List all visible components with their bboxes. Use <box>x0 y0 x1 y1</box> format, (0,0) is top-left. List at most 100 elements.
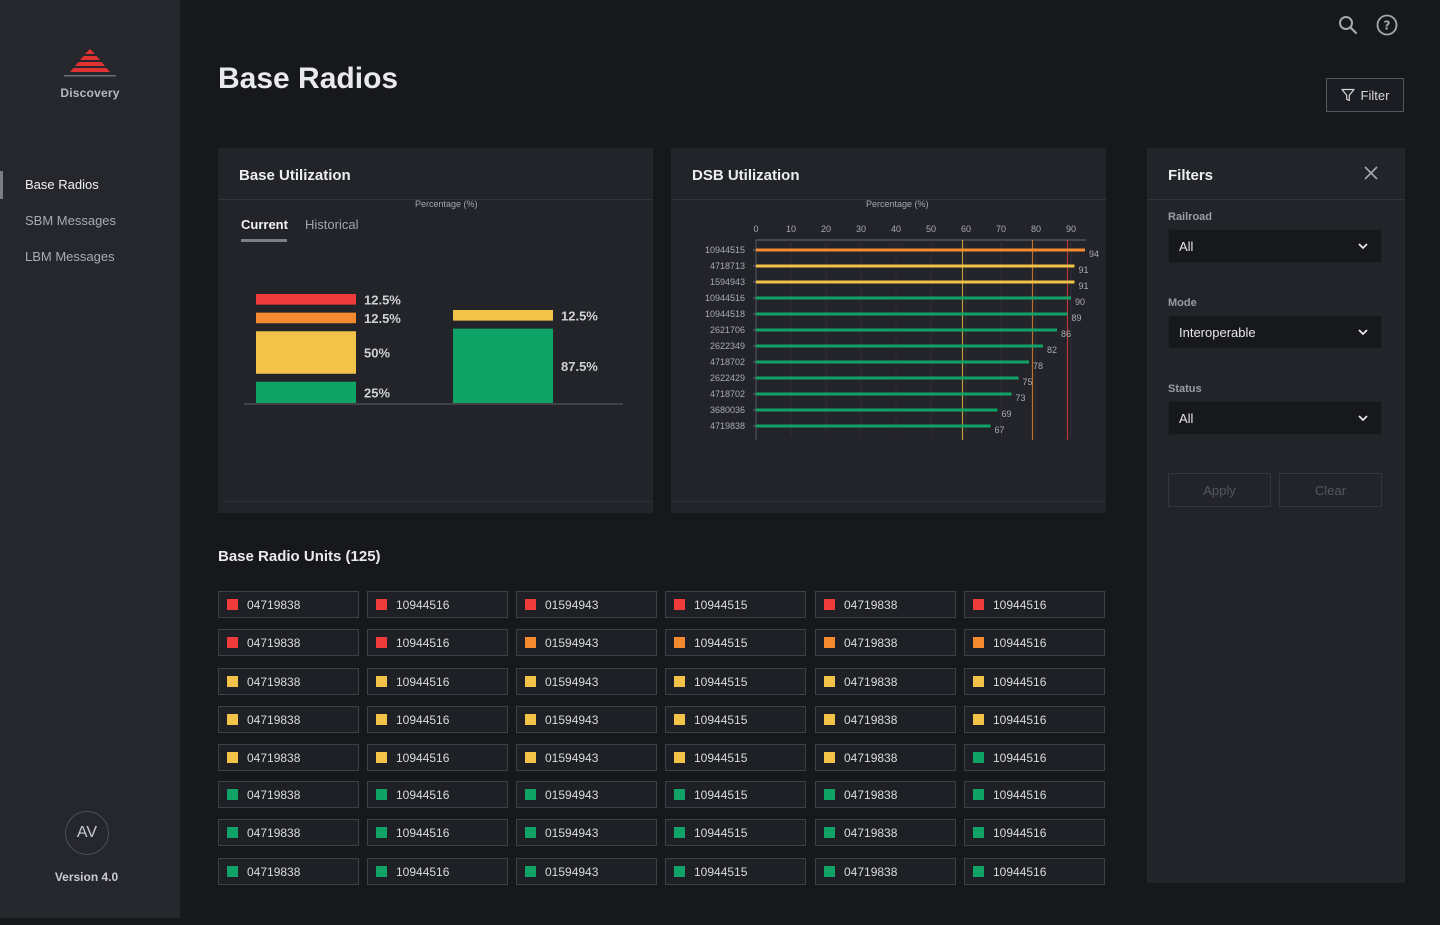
unit-tile[interactable]: 10944515 <box>665 819 806 846</box>
close-icon[interactable] <box>1363 165 1379 181</box>
unit-tile[interactable]: 10944516 <box>367 781 508 808</box>
unit-tile[interactable]: 10944515 <box>665 668 806 695</box>
unit-tile[interactable]: 10944516 <box>964 858 1105 885</box>
railroad-select[interactable]: All <box>1168 229 1382 263</box>
mode-label: Mode <box>1168 297 1197 309</box>
sidebar-item-base-radios[interactable]: Base Radios <box>0 170 180 206</box>
unit-tile[interactable]: 04719838 <box>218 858 359 885</box>
unit-tile[interactable]: 04719838 <box>218 706 359 733</box>
unit-tile[interactable]: 01594943 <box>516 781 657 808</box>
unit-tile[interactable]: 01594943 <box>516 858 657 885</box>
dsb-bar <box>756 264 1075 268</box>
unit-tile[interactable]: 01594943 <box>516 819 657 846</box>
dsb-x-tick-label: 70 <box>996 224 1006 234</box>
unit-tile[interactable]: 04719838 <box>815 819 956 846</box>
sidebar-item-lbm-messages[interactable]: LBM Messages <box>25 249 115 264</box>
bar-segment <box>256 294 356 305</box>
unit-tile[interactable]: 10944515 <box>665 706 806 733</box>
dsb-category-label: 4718702 <box>710 357 745 367</box>
sidebar-item-sbm-messages[interactable]: SBM Messages <box>25 213 117 228</box>
tab-current[interactable]: Current <box>241 217 288 232</box>
filter-button-label: Filter <box>1360 87 1390 103</box>
unit-tile[interactable]: 04719838 <box>815 668 956 695</box>
unit-tile[interactable]: 04719838 <box>815 744 956 771</box>
unit-tile[interactable]: 10944516 <box>964 668 1105 695</box>
status-indicator <box>525 676 536 687</box>
clear-button[interactable]: Clear <box>1279 473 1382 507</box>
panel-divider <box>671 199 1106 200</box>
dsb-bar-value-label: 78 <box>1033 361 1043 371</box>
unit-tile[interactable]: 10944516 <box>367 744 508 771</box>
unit-tile[interactable]: 01594943 <box>516 706 657 733</box>
unit-tile[interactable]: 04719838 <box>218 629 359 656</box>
dsb-x-tick-label: 10 <box>786 224 796 234</box>
unit-tile[interactable]: 01594943 <box>516 744 657 771</box>
unit-tile[interactable]: 04719838 <box>815 858 956 885</box>
status-indicator <box>824 752 835 763</box>
status-indicator <box>674 827 685 838</box>
unit-tile[interactable]: 10944515 <box>665 591 806 618</box>
unit-tile[interactable]: 04719838 <box>218 819 359 846</box>
unit-tile[interactable]: 04719838 <box>218 591 359 618</box>
unit-tile[interactable]: 04719838 <box>218 744 359 771</box>
status-select-value: All <box>1179 410 1194 426</box>
unit-id: 04719838 <box>844 787 898 802</box>
unit-tile[interactable]: 10944516 <box>964 819 1105 846</box>
apply-button[interactable]: Apply <box>1168 473 1271 507</box>
unit-tile[interactable]: 10944515 <box>665 781 806 808</box>
unit-tile[interactable]: 04719838 <box>218 668 359 695</box>
status-indicator <box>973 827 984 838</box>
avatar[interactable]: AV <box>65 811 109 855</box>
unit-tile[interactable]: 01594943 <box>516 629 657 656</box>
brand-name: Discovery <box>60 86 120 100</box>
unit-tile[interactable]: 01594943 <box>516 591 657 618</box>
unit-tile[interactable]: 04719838 <box>815 781 956 808</box>
unit-tile[interactable]: 10944516 <box>367 668 508 695</box>
unit-tile[interactable]: 10944516 <box>964 629 1105 656</box>
unit-tile[interactable]: 10944516 <box>964 591 1105 618</box>
filters-title: Filters <box>1168 167 1214 184</box>
unit-tile[interactable]: 10944516 <box>964 706 1105 733</box>
dsb-x-tick-label: 20 <box>821 224 831 234</box>
mode-select[interactable]: Interoperable <box>1168 315 1382 349</box>
help-icon[interactable]: ? <box>1375 13 1399 37</box>
dsb-x-tick-label: 40 <box>891 224 901 234</box>
unit-tile[interactable]: 10944516 <box>367 591 508 618</box>
status-indicator <box>973 789 984 800</box>
status-indicator <box>973 714 984 725</box>
unit-tile[interactable]: 10944516 <box>964 744 1105 771</box>
unit-id: 10944515 <box>694 674 748 689</box>
unit-id: 04719838 <box>844 597 898 612</box>
unit-tile[interactable]: 01594943 <box>516 668 657 695</box>
unit-tile[interactable]: 10944515 <box>665 744 806 771</box>
unit-tile[interactable]: 04719838 <box>218 781 359 808</box>
unit-id: 10944516 <box>993 712 1047 727</box>
search-icon[interactable] <box>1336 13 1360 37</box>
unit-id: 04719838 <box>844 825 898 840</box>
unit-tile[interactable]: 10944516 <box>964 781 1105 808</box>
unit-tile[interactable]: 10944516 <box>367 706 508 733</box>
status-indicator <box>376 599 387 610</box>
unit-tile[interactable]: 04719838 <box>815 629 956 656</box>
unit-tile[interactable]: 10944516 <box>367 819 508 846</box>
brand[interactable]: Discovery <box>0 46 180 100</box>
units-grid: 04719838 10944516 01594943 10944515 04719838… <box>218 591 1106 886</box>
dsb-category-label: 2621706 <box>710 325 745 335</box>
unit-tile[interactable]: 04719838 <box>815 706 956 733</box>
unit-tile[interactable]: 04719838 <box>815 591 956 618</box>
unit-tile[interactable]: 10944516 <box>367 629 508 656</box>
unit-tile[interactable]: 10944515 <box>665 858 806 885</box>
dsb-category-label: 10944518 <box>705 309 745 319</box>
status-select[interactable]: All <box>1168 401 1382 435</box>
unit-tile[interactable]: 10944515 <box>665 629 806 656</box>
tab-historical[interactable]: Historical <box>305 217 359 232</box>
chevron-down-icon <box>1358 415 1368 422</box>
dsb-category-label: 2622349 <box>710 341 745 351</box>
unit-id: 04719838 <box>844 635 898 650</box>
filter-button[interactable]: Filter <box>1326 78 1404 112</box>
bar-segment-label: 25% <box>364 385 390 400</box>
unit-tile[interactable]: 10944516 <box>367 858 508 885</box>
bar-segment <box>453 310 553 321</box>
unit-id: 04719838 <box>247 864 301 879</box>
dsb-x-tick-label: 60 <box>961 224 971 234</box>
